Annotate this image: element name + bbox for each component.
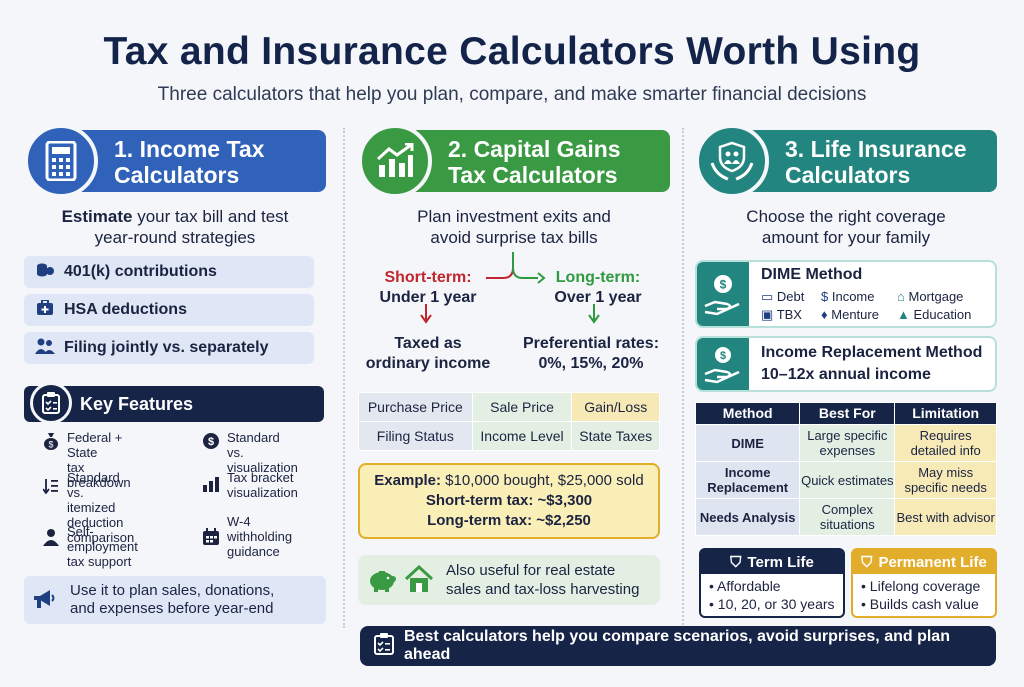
table-row: Needs Analysis Complex situations Best w… — [694, 498, 997, 536]
income-replacement-sub: 10–12x annual income — [761, 366, 931, 383]
dime-item-income: $ Income — [821, 289, 875, 304]
real-estate-note: Also useful for real estate sales and ta… — [358, 555, 660, 605]
long-term-result: Preferential rates: 0%, 15%, 20% — [522, 335, 660, 372]
svg-text:$: $ — [48, 440, 53, 450]
example-box: Example: $10,000 bought, $25,000 sold Sh… — [358, 463, 660, 539]
list-item-filing: Filing jointly vs. separately — [24, 332, 314, 364]
house-icon — [404, 564, 434, 598]
capital-gains-column: 2. Capital Gains Tax Calculators Plan in… — [358, 124, 670, 605]
lock-icon: ♦ — [821, 307, 828, 322]
shield-icon: ⛉ — [861, 553, 873, 571]
life-insurance-column: 3. Life Insurance Calculators Choose the… — [694, 124, 997, 618]
column-divider-left — [343, 128, 345, 628]
svg-text:$: $ — [720, 350, 726, 362]
key-features-header: Key Features — [24, 382, 324, 424]
dime-method-card: $ DIME Method ▭ Debt $ Income ⌂ Mortgage… — [695, 260, 997, 328]
holding-period-flow: Short-term: Under 1 year Long-term: Over… — [358, 248, 670, 386]
short-term-result: Taxed as ordinary income — [365, 335, 491, 372]
dime-item-mortgage: ⌂ Mortgage — [897, 289, 964, 304]
capital-gains-lead: Plan investment exits and avoid surprise… — [417, 207, 611, 247]
svg-text:$: $ — [208, 436, 214, 448]
capital-gains-header: 2. Capital Gains Tax Calculators — [358, 124, 670, 198]
capital-gains-title-line1: 2. Capital Gains — [448, 136, 621, 162]
bar-chart-icon — [200, 476, 222, 495]
dime-item-debt: ▭ Debt — [761, 289, 805, 304]
grid-cell: Filing Status — [358, 421, 473, 451]
capital-gains-title-line2: Tax Calculators — [448, 162, 618, 188]
term-life-card: ⛉ Term Life • Affordable • 10, 20, or 30 … — [699, 548, 845, 618]
income-tax-title-line2: Calculators — [114, 162, 240, 188]
house-icon: ⌂ — [897, 289, 905, 304]
permanent-life-card: ⛉ Permanent Life • Lifelong coverage • Bu… — [851, 548, 997, 618]
income-replacement-title: Income Replacement Method — [761, 344, 983, 361]
income-tax-column: 1. Income Tax Calculators Estimate your … — [24, 124, 326, 624]
income-replacement-icon: $ — [697, 338, 749, 390]
grid-cell: Purchase Price — [358, 392, 473, 422]
page-title: Tax and Insurance Calculators Worth Usin… — [103, 30, 921, 73]
calculator-icon — [24, 124, 98, 198]
grid-cell: Income Level — [471, 421, 573, 451]
page-subtitle: Three calculators that help you plan, co… — [157, 84, 867, 105]
grid-cell: Sale Price — [471, 392, 573, 422]
list-item-hsa: HSA deductions — [24, 294, 314, 326]
life-insurance-title-line1: 3. Life Insurance — [785, 136, 967, 162]
policy-types: ⛉ Term Life • Affordable • 10, 20, or 30 … — [695, 548, 997, 618]
capital-gains-input-grid: Purchase Price Sale Price Gain/Loss Fili… — [358, 392, 660, 451]
cash-icon: ▣ — [761, 307, 774, 322]
people-icon — [34, 338, 56, 358]
long-term-label: Long-term: Over 1 year — [554, 269, 642, 306]
shield-icon: ⛉ — [730, 553, 742, 571]
dollar-icon: $ — [821, 289, 829, 304]
dime-item-tbx: ▣ TBX — [761, 307, 802, 322]
income-tax-title-line1: 1. Income Tax — [114, 136, 265, 162]
list-item-401k: 401(k) contributions — [24, 256, 314, 288]
method-comparison-table: Method Best For Limitation DIME Large sp… — [694, 402, 997, 536]
piggy-bank-icon — [368, 567, 398, 598]
short-term-label: Short-term: Under 1 year — [379, 269, 477, 306]
grid-cell: Gain/Loss — [571, 392, 660, 422]
life-insurance-lead: Choose the right coverage amount for you… — [746, 207, 946, 247]
money-bag-icon: $ — [40, 432, 62, 453]
income-tax-item-list: 401(k) contributions HSA deductions Fili… — [24, 256, 314, 364]
family-shield-icon — [695, 124, 769, 198]
coins-icon — [34, 262, 56, 282]
income-tax-lead: Estimate your tax bill and test year-rou… — [61, 207, 289, 247]
flow-arrows — [420, 252, 600, 324]
calendar-icon — [200, 528, 222, 549]
dime-method-icon: $ — [697, 262, 749, 326]
card-icon: ▭ — [761, 289, 774, 304]
key-features-grid: $ Federal + State tax breakdown $ Standar… — [24, 422, 326, 572]
table-row: Income Replacement Quick estimates May m… — [694, 461, 997, 499]
megaphone-icon — [32, 588, 56, 615]
income-tax-header: 1. Income Tax Calculators — [24, 124, 326, 198]
dollar-coin-icon: $ — [200, 432, 222, 453]
medical-bag-icon — [34, 299, 56, 320]
life-insurance-title-line2: Calculators — [785, 162, 911, 188]
table-header: Best For — [799, 402, 896, 425]
footer-banner: Best calculators help you compare scenar… — [360, 626, 996, 666]
checklist-icon — [374, 632, 394, 660]
life-insurance-header: 3. Life Insurance Calculators — [695, 124, 997, 198]
table-row: DIME Large specific expenses Requires de… — [694, 424, 997, 462]
income-replacement-card: $ Income Replacement Method 10–12x annua… — [695, 336, 997, 392]
dime-item-education: ▲ Education — [897, 307, 972, 322]
table-header: Limitation — [894, 402, 997, 425]
person-icon — [40, 528, 62, 549]
income-tax-tip: Use it to plan sales, donations, and exp… — [24, 576, 326, 624]
grad-cap-icon: ▲ — [897, 307, 910, 322]
footer-text: Best calculators help you compare scenar… — [404, 628, 950, 663]
dime-method-title: DIME Method — [761, 266, 863, 283]
grid-cell: State Taxes — [571, 421, 660, 451]
dime-item-menture: ♦ Menture — [821, 307, 879, 322]
column-divider-right — [682, 128, 684, 628]
sort-list-icon — [40, 478, 62, 497]
clipboard-icon — [30, 382, 72, 424]
table-header: Method — [694, 402, 801, 425]
growth-chart-icon — [358, 124, 432, 198]
svg-text:$: $ — [720, 278, 727, 292]
